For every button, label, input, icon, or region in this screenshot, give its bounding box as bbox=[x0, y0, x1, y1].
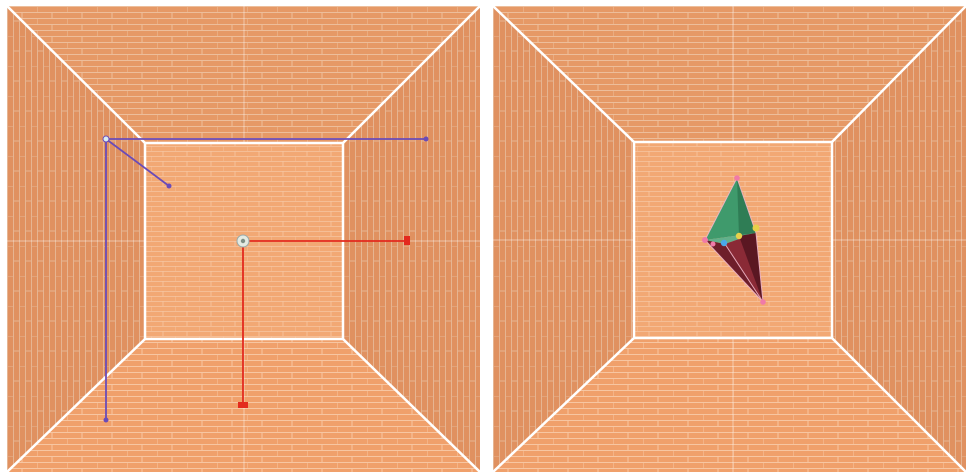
left-wall bbox=[493, 6, 634, 472]
ceiling-wall bbox=[493, 6, 966, 142]
floor-wall bbox=[493, 338, 966, 472]
right-wall bbox=[343, 6, 480, 472]
ceiling-wall bbox=[7, 6, 480, 143]
viewport-right-scene bbox=[493, 6, 966, 472]
viewport-right[interactable] bbox=[493, 6, 966, 472]
right-wall bbox=[832, 6, 966, 472]
viewport-left[interactable] bbox=[7, 6, 480, 472]
pivot-handle-icon[interactable] bbox=[236, 234, 410, 408]
crystal-mesh-icon[interactable] bbox=[702, 175, 766, 305]
viewport-left-scene bbox=[7, 6, 480, 472]
left-wall bbox=[7, 6, 145, 472]
room-edges bbox=[493, 6, 966, 472]
translate-gizmo-icon[interactable] bbox=[102, 135, 429, 423]
